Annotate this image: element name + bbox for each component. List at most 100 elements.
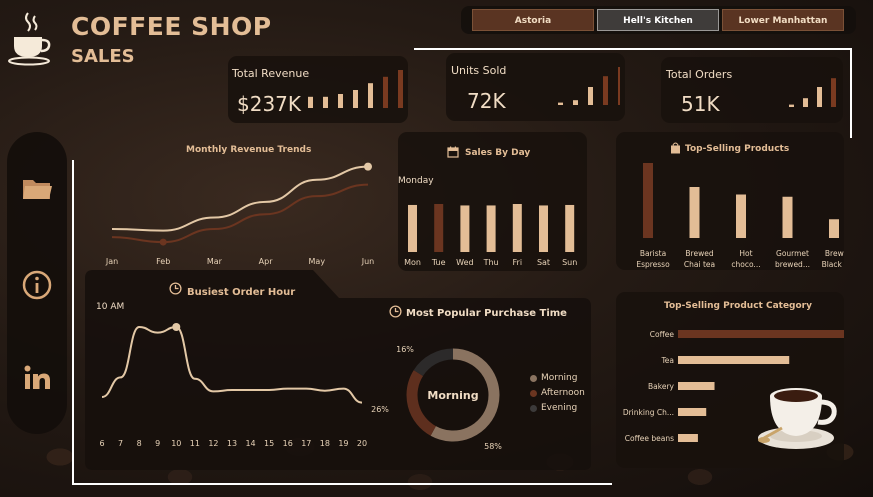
top-products-chart: Barista Espresso Brewed Chai tea Hot choco...… <box>636 163 844 269</box>
axis-tick-label: 20 <box>357 439 367 448</box>
product-label: Brewed <box>825 249 844 258</box>
spark-bar <box>603 76 608 105</box>
spark-bar <box>817 87 822 107</box>
spark-bar <box>573 100 578 105</box>
day-bar <box>486 205 496 252</box>
donut-slice <box>430 348 500 442</box>
category-label: Bakery <box>648 382 675 391</box>
spark-bar <box>338 94 343 108</box>
spark-bar <box>789 104 794 107</box>
spark-bar <box>831 78 836 107</box>
kpi-value: 72K <box>467 89 506 113</box>
axis-tick-label: Tue <box>431 258 446 267</box>
trend-point <box>364 162 372 171</box>
product-label: brewed... <box>775 260 810 269</box>
folder-icon[interactable] <box>21 172 53 204</box>
spark-bar <box>618 67 620 105</box>
frame-line <box>72 483 612 485</box>
category-label: Coffee <box>650 330 675 339</box>
revenue-trend-line <box>111 165 369 232</box>
frame-line <box>850 48 852 138</box>
axis-tick-label: 12 <box>208 439 218 448</box>
sales-by-day-panel: Sales By Day Monday Mon Tue Wed Thu Fri Sat Su… <box>398 132 587 271</box>
kpi-sparkbars <box>308 70 403 108</box>
coffee-cup-illustration-icon <box>758 388 837 449</box>
sidebar-nav <box>7 132 67 434</box>
kpi-title: Total Revenue <box>232 67 310 80</box>
trend-point <box>159 238 167 246</box>
kpi-card-revenue: Total Revenue $237K <box>228 56 408 123</box>
legend-item: Afternoon <box>530 388 585 398</box>
revenue-trend-line <box>111 183 369 244</box>
spark-bar <box>588 87 593 105</box>
day-bar <box>460 205 470 252</box>
product-label: Brewed <box>685 249 713 258</box>
chart-title-purchase-time: Most Popular Purchase Time <box>406 308 567 319</box>
info-icon[interactable] <box>21 269 53 301</box>
kpi-title: Units Sold <box>451 64 507 77</box>
donut-slice <box>413 348 454 377</box>
product-label: Hot <box>739 249 752 258</box>
axis-tick-label: 13 <box>227 439 237 448</box>
product-category-chart: Coffee Tea Bakery Drinking Ch... Coffee bean… <box>623 330 844 443</box>
store-location-slicer: Astoria Hell's Kitchen Lower Manhattan <box>461 6 856 34</box>
product-bar <box>736 194 746 238</box>
axis-tick-label: 18 <box>320 439 330 448</box>
axis-tick-label: May <box>309 257 326 266</box>
purchase-time-donut: 58% 26% 16% Morning <box>371 345 502 451</box>
donut-slice-label: 58% <box>484 442 502 451</box>
axis-tick-label: 19 <box>338 439 348 448</box>
product-label: Chai tea <box>684 260 715 269</box>
hour-trend-line <box>101 325 363 404</box>
axis-tick-label: 9 <box>155 439 160 448</box>
kpi-sparkbars <box>789 78 836 107</box>
product-bar <box>782 196 793 238</box>
axis-tick-label: 10 <box>171 439 181 448</box>
busiest-hour-chart: 6 7 8 9 10 11 12 13 14 15 16 17 18 19 20 <box>99 323 367 448</box>
kpi-sparkbars <box>558 67 620 105</box>
axis-tick-label: Mar <box>207 257 223 266</box>
kpi-value: $237K <box>237 92 302 116</box>
busiest-hour-panel-bg <box>85 270 591 470</box>
frame-line <box>414 48 852 50</box>
linkedin-icon[interactable] <box>21 362 53 394</box>
axis-tick-label: Feb <box>156 257 170 266</box>
axis-tick-label: Thu <box>483 258 499 267</box>
spark-bar <box>308 96 313 108</box>
monthly-revenue-chart: Jan Feb Mar Apr May Jun <box>105 162 374 266</box>
brand-subtitle: SALES <box>71 46 135 67</box>
slicer-option-lower-manhattan[interactable]: Lower Manhattan <box>722 9 844 31</box>
legend-item: Evening <box>530 403 585 413</box>
slicer-option-hells-kitchen[interactable]: Hell's Kitchen <box>597 9 719 31</box>
chart-title-product-category: Top-Selling Product Category <box>664 301 812 311</box>
product-bar <box>689 187 700 238</box>
slicer-option-astoria[interactable]: Astoria <box>472 9 594 31</box>
donut-slice-label: 16% <box>396 345 414 354</box>
category-label: Drinking Ch... <box>623 408 674 417</box>
spark-bar <box>323 96 328 108</box>
axis-tick-label: 14 <box>245 439 255 448</box>
product-label: Black tea <box>822 260 844 269</box>
busiest-hour-peak-label: 10 AM <box>96 302 125 312</box>
axis-tick-label: Fri <box>513 258 523 267</box>
category-bar <box>678 356 790 364</box>
kpi-title: Total Orders <box>666 68 733 81</box>
product-bar <box>829 219 839 238</box>
product-bar <box>643 163 653 238</box>
axis-tick-label: 16 <box>283 439 293 448</box>
spark-bar <box>558 102 563 105</box>
axis-tick-label: 17 <box>301 439 311 448</box>
trend-point <box>172 323 181 331</box>
clock-icon <box>169 282 182 295</box>
kpi-card-units: Units Sold 72K <box>446 53 625 121</box>
day-bar <box>434 204 444 252</box>
day-bar <box>539 205 548 252</box>
coffee-cup-logo-icon <box>8 12 51 66</box>
axis-tick-label: Jan <box>105 257 118 266</box>
spark-bar <box>353 90 358 108</box>
calendar-icon <box>447 146 459 158</box>
sales-by-day-peak-label: Monday <box>398 176 434 186</box>
axis-tick-label: 7 <box>118 439 123 448</box>
day-bar <box>408 204 417 252</box>
axis-tick-label: Apr <box>259 257 274 266</box>
